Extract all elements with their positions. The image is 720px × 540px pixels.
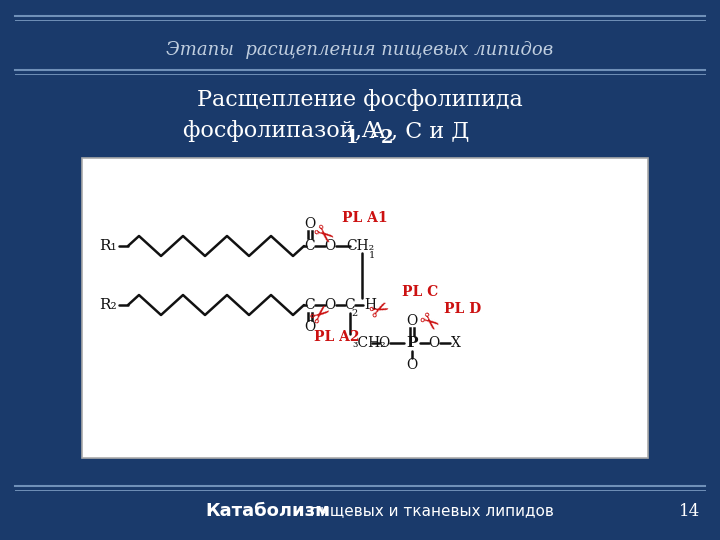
Text: ✂: ✂ (306, 299, 338, 331)
Text: PL A1: PL A1 (342, 211, 387, 225)
Text: C: C (305, 239, 315, 253)
Text: CH₂: CH₂ (346, 239, 374, 253)
Text: O: O (428, 336, 440, 350)
Text: фосфолипазой А: фосфолипазой А (183, 120, 379, 142)
Text: пищевых и тканевых липидов: пищевых и тканевых липидов (310, 503, 554, 518)
Text: ✂: ✂ (366, 295, 394, 325)
Text: C: C (305, 298, 315, 312)
Text: 2: 2 (351, 309, 357, 319)
Text: 14: 14 (680, 503, 701, 519)
Text: R₁: R₁ (99, 239, 117, 253)
Text: O: O (325, 298, 336, 312)
Text: O: O (406, 314, 418, 328)
Text: Катаболизм: Катаболизм (205, 502, 330, 520)
Text: ✂: ✂ (413, 307, 444, 339)
Text: PL D: PL D (444, 302, 481, 316)
Text: 1: 1 (369, 251, 375, 260)
Text: O: O (325, 239, 336, 253)
Text: Этапы  расщепления пищевых липидов: Этапы расщепления пищевых липидов (166, 41, 554, 59)
Text: 2: 2 (381, 129, 394, 147)
Text: R₂: R₂ (99, 298, 117, 312)
Text: C: C (345, 298, 355, 312)
Text: O: O (305, 320, 315, 334)
Text: , А: , А (355, 120, 386, 142)
Text: O: O (305, 217, 315, 231)
Text: Расщепление фосфолипида: Расщепление фосфолипида (197, 89, 523, 111)
Text: PL C: PL C (402, 285, 438, 299)
Text: H: H (364, 298, 376, 312)
Text: ₃CH₂: ₃CH₂ (352, 336, 386, 350)
Text: PL A2: PL A2 (314, 330, 359, 344)
Text: , С и Д: , С и Д (391, 120, 469, 142)
Text: O: O (379, 336, 390, 350)
Text: 1: 1 (346, 129, 359, 147)
Text: P: P (406, 336, 418, 350)
FancyBboxPatch shape (82, 158, 648, 458)
Text: O: O (406, 358, 418, 372)
Text: X: X (451, 336, 461, 350)
Text: ✂: ✂ (306, 220, 338, 252)
